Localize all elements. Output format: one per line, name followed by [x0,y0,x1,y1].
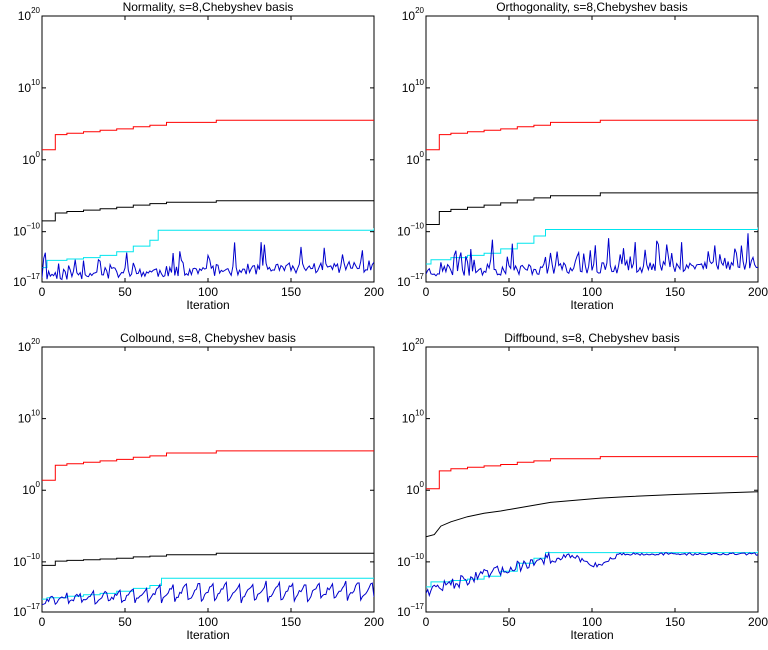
chart-panel-1: Normality, s=8,Chebyshev basis 0 50 100 150 2… [13,0,384,312]
y-tick-label: 1020 [18,337,41,354]
series-line-2 [42,552,374,566]
series-line-4 [426,551,758,598]
x-tick-label: 0 [39,285,46,299]
x-tick-label: 200 [364,615,384,629]
x-tick-label: 0 [423,615,430,629]
plot-area [41,346,375,613]
chart-title: Colbound, s=8, Chebyshev basis [120,331,296,345]
y-tick-label: 1010 [18,409,41,426]
x-axis-label: Iteration [570,298,613,312]
y-tick-label: 1010 [402,409,425,426]
x-tick-label: 150 [281,285,301,299]
x-tick-label: 50 [502,285,516,299]
x-tick-label: 200 [748,285,768,299]
x-tick-label: 50 [502,615,516,629]
chart-panel-3: Colbound, s=8, Chebyshev basis 0 50 100 150 2… [13,331,384,642]
plot-area [41,15,375,283]
x-axis-label: Iteration [570,628,613,642]
chart-panel-2: Orthogonality, s=8,Chebyshev basis 0 50 100… [397,0,768,312]
y-tick-label: 10−10 [13,552,40,569]
x-tick-label: 150 [665,615,685,629]
y-tick-label: 10−10 [397,222,424,239]
y-tick-label: 10−17 [13,272,40,289]
series-line-4 [426,233,758,277]
series-line-3 [426,227,758,265]
x-tick-label: 100 [582,285,602,299]
y-tick-label: 1020 [402,6,425,23]
y-tick-label: 100 [22,150,40,167]
x-tick-label: 50 [118,615,132,629]
y-tick-label: 1020 [402,337,425,354]
series-line-3 [42,228,374,269]
y-tick-label: 10−17 [13,602,40,619]
series-group [42,450,374,606]
series-line-3 [42,577,374,600]
series-group [42,119,374,281]
y-tick-label: 100 [406,150,424,167]
series-line-3 [426,551,758,588]
x-tick-label: 0 [39,615,46,629]
y-tick-label: 1010 [402,78,425,95]
y-tick-label: 10−10 [397,552,424,569]
x-tick-label: 0 [423,285,430,299]
series-line-2 [42,200,374,222]
series-group [426,456,758,598]
series-group [426,119,758,277]
series-line-1 [426,456,758,490]
x-tick-label: 150 [281,615,301,629]
x-tick-label: 100 [198,285,218,299]
series-line-2 [426,192,758,225]
x-tick-label: 150 [665,285,685,299]
x-tick-label: 200 [364,285,384,299]
series-line-1 [426,119,758,151]
plot-area [425,15,759,283]
chart-title: Diffbound, s=8, Chebyshev basis [504,331,680,345]
series-line-1 [42,450,374,481]
y-tick-label: 10−10 [13,222,40,239]
x-tick-label: 200 [748,615,768,629]
chart-panel-4: Diffbound, s=8, Chebyshev basis 0 50 100 150… [397,331,768,642]
y-tick-label: 10−17 [397,272,424,289]
x-tick-label: 100 [198,615,218,629]
x-tick-label: 50 [118,285,132,299]
chart-title: Normality, s=8,Chebyshev basis [123,0,294,14]
y-tick-label: 1020 [18,6,41,23]
x-axis-label: Iteration [186,628,229,642]
series-line-4 [42,242,374,281]
series-line-1 [42,119,374,151]
series-line-2 [426,491,758,538]
y-tick-label: 1010 [18,78,41,95]
chart-title: Orthogonality, s=8,Chebyshev basis [496,0,688,14]
y-tick-label: 100 [22,480,40,497]
y-tick-label: 100 [406,480,424,497]
series-line-4 [42,580,374,606]
x-tick-label: 100 [582,615,602,629]
y-tick-label: 10−17 [397,602,424,619]
x-axis-label: Iteration [186,298,229,312]
